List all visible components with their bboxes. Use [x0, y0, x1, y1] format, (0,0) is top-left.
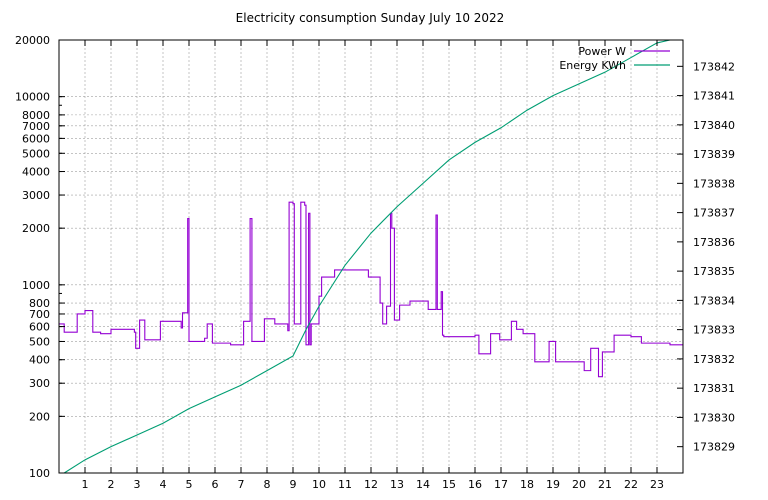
y-right-tick-label: 173837: [693, 207, 735, 220]
x-tick-label: 13: [390, 478, 404, 491]
y-right-tick-label: 173834: [693, 294, 735, 307]
y-left-tick-label: 100: [29, 467, 50, 480]
x-tick-label: 22: [624, 478, 638, 491]
y-left-tick-label: 700: [29, 308, 50, 321]
legend-label-energy: Energy KWh: [559, 59, 626, 72]
x-tick-label: 15: [442, 478, 456, 491]
x-tick-label: 20: [572, 478, 586, 491]
x-tick-label: 18: [520, 478, 534, 491]
y-right-tick-label: 173841: [693, 90, 735, 103]
y-left-tick-label: 3000: [22, 189, 50, 202]
y-right-tick-label: 173835: [693, 265, 735, 278]
grid-layer: [59, 39, 683, 474]
y-left-tick-label: 5000: [22, 147, 50, 160]
y-left-tick-label: 400: [29, 354, 50, 367]
y-right-tick-label: 173831: [693, 382, 735, 395]
x-tick-label: 21: [598, 478, 612, 491]
x-tick-label: 8: [264, 478, 271, 491]
y-left-tick-label: 4000: [22, 166, 50, 179]
x-tick-label: 5: [186, 478, 193, 491]
y-right-tick-label: 173833: [693, 324, 735, 337]
x-tick-label: 6: [212, 478, 219, 491]
y-left-tick-label: 600: [29, 321, 50, 334]
y-right-tick-label: 173838: [693, 177, 735, 190]
x-tick-label: 16: [468, 478, 482, 491]
y-left-tick-label: 2000: [22, 222, 50, 235]
y-right-tick-label: 173836: [693, 236, 735, 249]
y-left-tick-label: 800: [29, 297, 50, 310]
y-right-tick-label: 173832: [693, 353, 735, 366]
y-right-tick-label: 173842: [693, 60, 735, 73]
x-tick-label: 1: [82, 478, 89, 491]
series-power-line: [59, 201, 683, 378]
x-tick-label: 23: [650, 478, 664, 491]
x-tick-label: 10: [312, 478, 326, 491]
x-tick-label: 19: [546, 478, 560, 491]
legend-label-power: Power W: [578, 45, 626, 58]
y-right-tick-label: 173830: [693, 411, 735, 424]
series-energy-line: [63, 39, 671, 474]
y-left-tick-label: 200: [29, 410, 50, 423]
x-tick-label: 17: [494, 478, 508, 491]
chart-title: Electricity consumption Sunday July 10 2…: [236, 11, 505, 25]
x-tick-label: 9: [290, 478, 297, 491]
y-left-tick-label: 7000: [22, 120, 50, 133]
y-left-tick-label: 6000: [22, 132, 50, 145]
y-left-tick-label: 1000: [22, 279, 50, 292]
x-tick-label: 14: [416, 478, 430, 491]
legend: Power W Energy KWh: [559, 45, 670, 72]
x-tick-label: 7: [238, 478, 245, 491]
x-tick-label: 4: [160, 478, 167, 491]
x-tick-label: 12: [364, 478, 378, 491]
y-right-tick-label: 173839: [693, 148, 735, 161]
y-left-tick-label: 20000: [15, 34, 50, 47]
y-right-tick-label: 173840: [693, 119, 735, 132]
x-tick-label: 3: [134, 478, 141, 491]
y-left-tick-label: 500: [29, 335, 50, 348]
y-left-tick-label: 300: [29, 377, 50, 390]
x-tick-label: 11: [338, 478, 352, 491]
y-right-tick-label: 173829: [693, 441, 735, 454]
y-left-tick-label: 8000: [22, 109, 50, 122]
x-tick-label: 2: [108, 478, 115, 491]
series-layer: [59, 39, 683, 474]
y-left-tick-label: 10000: [15, 91, 50, 104]
axis-layer: 1 2 3 4 5 6 7 8 9 10 11 12 13 14 15 16 17 18 19 20 21 22 23100…: [15, 34, 735, 491]
